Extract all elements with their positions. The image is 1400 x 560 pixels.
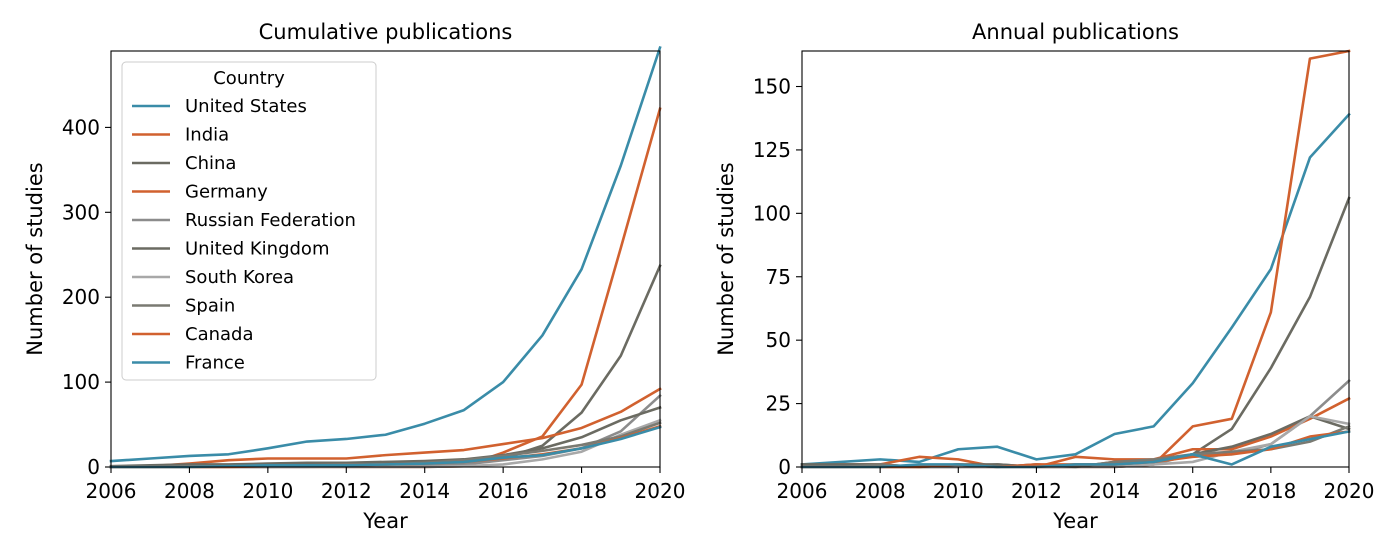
y-tick-label: 50 [766, 328, 791, 352]
x-tick-label: 2008 [855, 479, 906, 503]
x-tick-label: 2020 [1324, 479, 1375, 503]
x-tick-label: 2008 [164, 479, 215, 503]
chart-title: Annual publications [972, 20, 1179, 44]
y-tick-label: 300 [62, 200, 100, 224]
chart-title: Cumulative publications [259, 20, 513, 44]
x-tick-label: 2014 [1089, 479, 1140, 503]
series-line [109, 418, 662, 469]
x-axis-label: Year [1052, 509, 1098, 533]
legend-label: United States [185, 96, 307, 117]
series-line [109, 45, 662, 463]
x-axis-label: Year [362, 509, 408, 533]
legend-title: Country [213, 68, 285, 89]
series-line [800, 429, 1351, 469]
y-tick-label: 25 [766, 392, 791, 416]
legend-label: Germany [185, 182, 268, 203]
y-tick-label: 125 [753, 138, 791, 162]
y-tick-label: 400 [62, 115, 100, 139]
y-tick-label: 100 [753, 201, 791, 225]
x-tick-label: 2016 [478, 479, 529, 503]
legend-box [121, 61, 377, 381]
y-tick-label: 100 [62, 370, 100, 394]
legend-label: China [185, 153, 236, 174]
x-tick-label: 2006 [86, 479, 137, 503]
x-tick-label: 2020 [635, 479, 686, 503]
legend-label: Spain [185, 296, 235, 317]
y-tick-label: 150 [753, 75, 791, 99]
series-group [800, 49, 1351, 469]
y-tick-label: 200 [62, 285, 100, 309]
legend-label: India [185, 125, 229, 146]
series-line [800, 396, 1351, 469]
legend-label: South Korea [185, 267, 294, 288]
x-tick-label: 2012 [321, 479, 372, 503]
chart-panel-1: 2006 2008 2010 2012 2014 2016 2018 2020 0 100 200 3… [23, 20, 685, 533]
x-tick-label: 2012 [1011, 479, 1062, 503]
plot-frame [110, 50, 661, 468]
series-line [800, 112, 1351, 466]
x-tick-label: 2010 [933, 479, 984, 503]
series-line [109, 387, 662, 469]
series-line [109, 405, 662, 468]
plot-frame [801, 50, 1350, 468]
x-tick-label: 2014 [399, 479, 450, 503]
y-tick-label: 75 [766, 265, 791, 289]
y-tick-label: 0 [778, 455, 791, 479]
legend-label: Canada [185, 324, 254, 345]
y-tick-label: 0 [87, 455, 100, 479]
x-tick-label: 2018 [556, 479, 607, 503]
x-tick-label: 2006 [777, 479, 828, 503]
y-axis-label: Number of studies [714, 162, 738, 355]
y-axis-label: Number of studies [23, 162, 47, 355]
series-line [800, 49, 1351, 469]
series-line [800, 196, 1351, 469]
x-tick-label: 2010 [242, 479, 293, 503]
legend-label: United Kingdom [185, 239, 329, 260]
x-tick-label: 2016 [1167, 479, 1218, 503]
chart-panel-2: 2006 2008 2010 2012 2014 2016 2018 2020 0 25 50 75 1… [714, 20, 1374, 533]
legend-label: France [185, 353, 245, 374]
legend: Country United States India China Germany Rus… [121, 61, 377, 381]
legend-label: Russian Federation [185, 210, 356, 231]
x-tick-label: 2018 [1245, 479, 1296, 503]
